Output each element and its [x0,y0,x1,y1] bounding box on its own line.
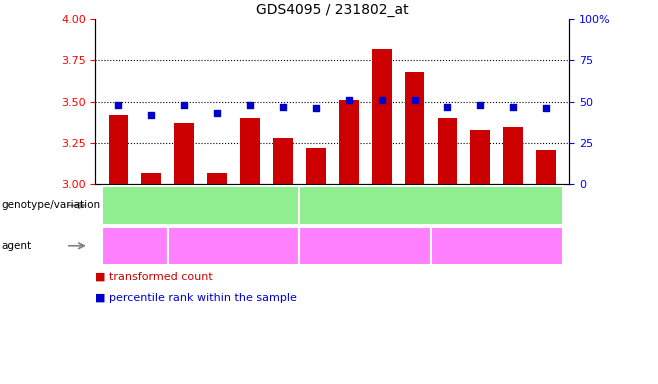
Bar [470,130,490,184]
Text: SRC1 knockdown: SRC1 knockdown [147,199,255,212]
Point [278,104,288,110]
Text: tamoxifen: tamoxifen [334,239,397,252]
Bar [503,127,523,184]
Text: untreated: untreated [466,239,528,252]
Bar [174,123,194,184]
Point [409,97,420,103]
Point [376,97,387,103]
Point [113,102,124,108]
Bar [207,173,227,184]
Point [343,97,354,103]
Text: ■ percentile rank within the sample: ■ percentile rank within the sample [95,293,297,303]
Point [179,102,190,108]
Point [475,102,486,108]
Point [212,110,222,116]
Bar [141,173,161,184]
Text: control: control [409,199,453,212]
Text: agent: agent [1,241,32,251]
Bar [372,49,392,184]
Bar [240,118,260,184]
Text: genotype/variation: genotype/variation [1,200,101,210]
Point [508,104,519,110]
Bar [405,72,424,184]
Text: untreated: untreated [203,239,265,252]
Bar [109,115,128,184]
Bar [306,148,326,184]
Point [311,105,321,111]
Bar [339,100,359,184]
Bar [273,138,293,184]
Point [442,104,453,110]
Title: GDS4095 / 231802_at: GDS4095 / 231802_at [256,3,409,17]
Text: tamoxifen: tamoxifen [103,239,166,252]
Bar [438,118,457,184]
Text: ■ transformed count: ■ transformed count [95,271,213,281]
Point [245,102,255,108]
Bar [536,150,556,184]
Point [146,112,157,118]
Point [541,105,551,111]
